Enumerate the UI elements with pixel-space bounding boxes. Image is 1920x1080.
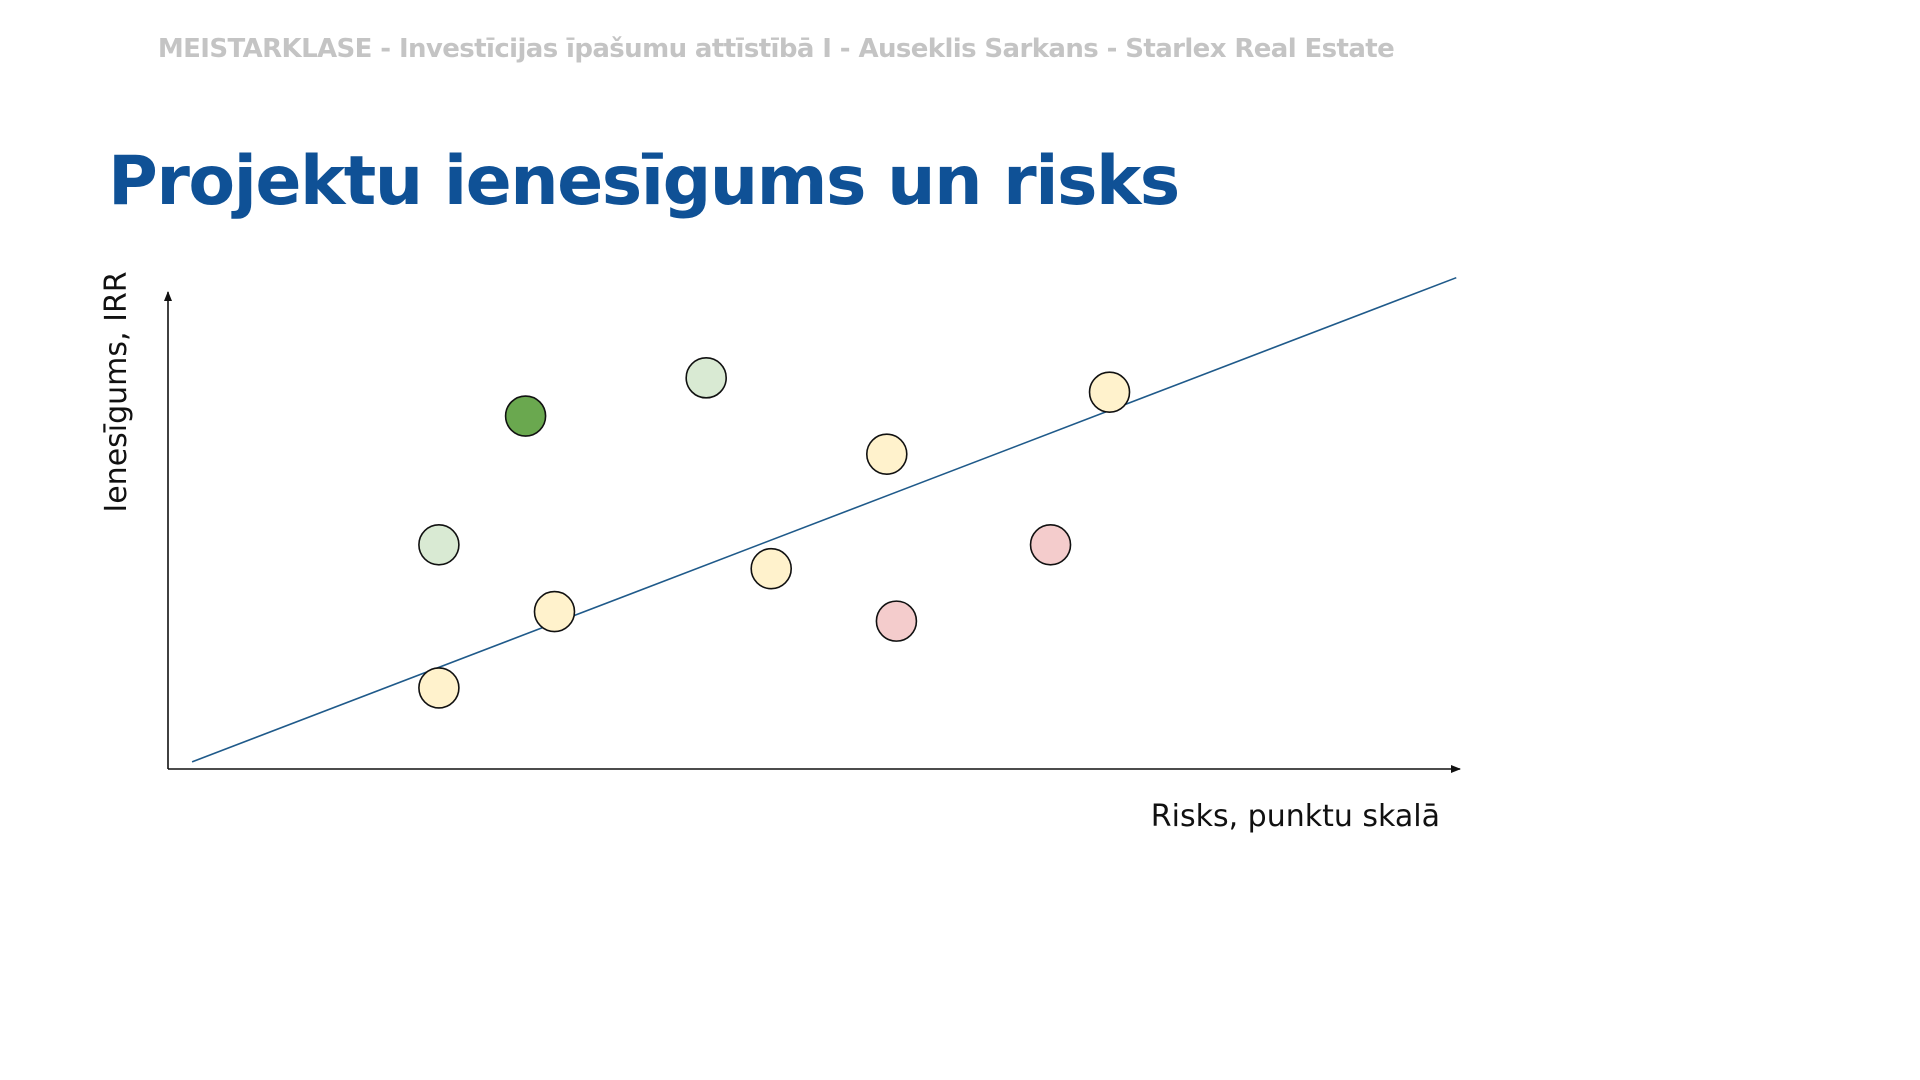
slide-title: Projektu ienesīgums un risks [108, 142, 1180, 221]
data-point-7 [865, 433, 908, 475]
data-point-9 [1029, 524, 1072, 566]
scatter-chart: Risks, punktu skalā Ienesīgums, IRR [99, 271, 1461, 834]
data-point-5 [685, 357, 727, 399]
data-point-1 [418, 667, 460, 709]
data-point-4 [533, 590, 576, 633]
presentation-header: MEISTARKLASE - Investīcijas īpašumu attī… [157, 34, 1395, 64]
data-point-8 [875, 600, 918, 642]
data-point-3 [504, 395, 547, 437]
data-point-6 [750, 547, 793, 590]
data-points [418, 357, 1131, 709]
x-axis-label: Risks, punktu skalā [1151, 799, 1440, 834]
y-axis-label: Ienesīgums, IRR [99, 271, 134, 512]
trend-line [191, 276, 1457, 763]
data-point-10 [1088, 371, 1131, 413]
data-point-2 [418, 524, 460, 566]
